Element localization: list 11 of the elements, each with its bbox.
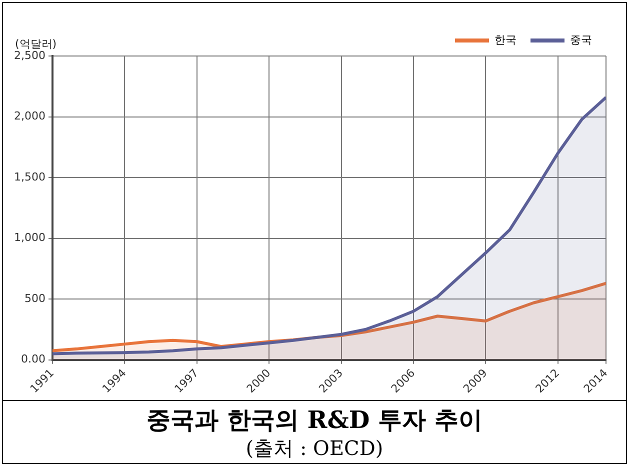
legend-label: 한국 <box>494 33 516 46</box>
y-axis-title: (억달러) <box>15 37 57 50</box>
text: (출처 : OECD) <box>244 435 384 461</box>
legend-label: 중국 <box>570 33 592 46</box>
y-tick-label: 2,500 <box>14 48 46 62</box>
text: 중국과 한국의 R&D 투자 추이 <box>146 405 484 435</box>
y-tick-label: 500 <box>24 292 46 305</box>
y-tick-label: 2,000 <box>14 110 46 123</box>
y-tick-label: 1,500 <box>14 170 46 184</box>
y-tick-label: 0.00 <box>20 352 46 366</box>
y-tick-label: 1,000 <box>14 231 46 244</box>
